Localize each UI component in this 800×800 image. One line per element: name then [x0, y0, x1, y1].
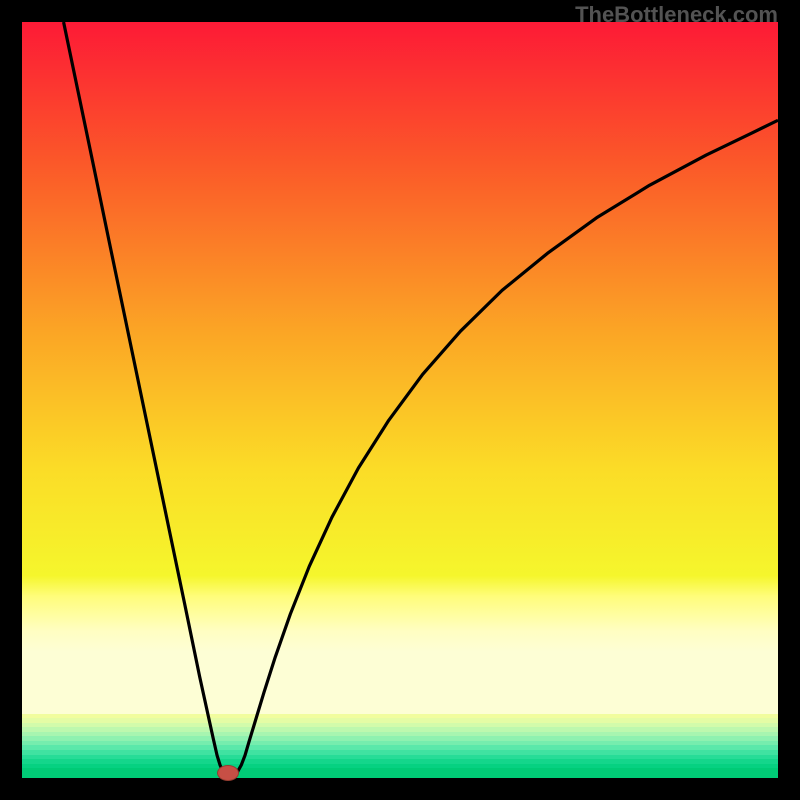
bottleneck-curve: [64, 22, 778, 777]
curve-layer: [22, 22, 778, 778]
watermark-text: TheBottleneck.com: [575, 2, 778, 28]
optimum-marker: [217, 765, 239, 781]
figure-root: TheBottleneck.com: [0, 0, 800, 800]
plot-area: [22, 22, 778, 778]
